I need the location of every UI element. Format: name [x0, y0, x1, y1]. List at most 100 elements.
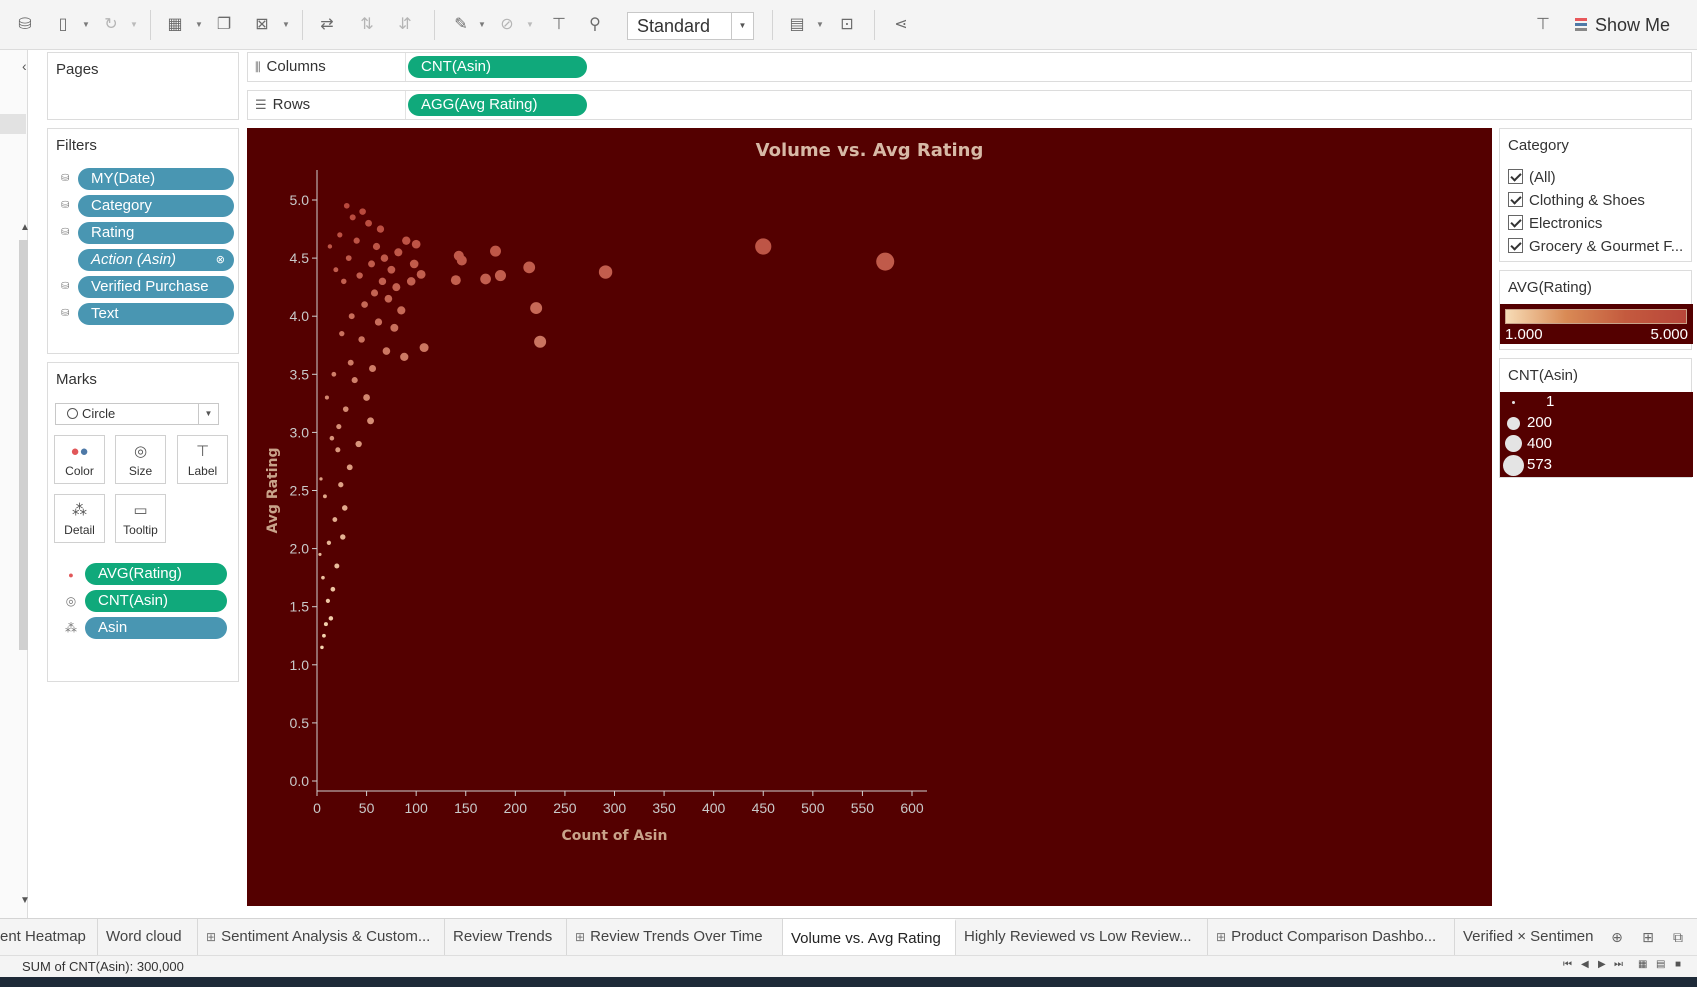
filter-pill-rating[interactable]: Rating	[78, 222, 234, 244]
category-option-electronics[interactable]: Electronics	[1508, 215, 1602, 235]
x-tick-label: 550	[851, 800, 875, 816]
pages-card[interactable]: Pages	[47, 52, 239, 120]
rows-pill-agg-avg-rating[interactable]: AGG(Avg Rating)	[408, 94, 587, 116]
highlight-caret-icon[interactable]: ▼	[478, 20, 486, 29]
tab-product-comparison-label: Product Comparison Dashbo...	[1231, 928, 1437, 945]
scatter-plot[interactable]: 0.0 0.5 1.0 1.5 2.0 2.5 3.0 3.5 4.0 4.5 5.0 0 50 100 1…	[247, 128, 1492, 906]
sort-descending-icon[interactable]: ⇵	[398, 16, 412, 33]
tab-sentiment-analysis[interactable]: ⊞ Sentiment Analysis & Custom...	[198, 919, 445, 955]
filter-pill-verified-purchase[interactable]: Verified Purchase	[78, 276, 234, 298]
show-cards-icon[interactable]: ▤	[789, 16, 805, 33]
first-sheet-icon[interactable]: ⏮	[1563, 959, 1572, 970]
mark-type-select[interactable]: Circle ▼	[55, 403, 219, 425]
viz-canvas[interactable]: Volume vs. Avg Rating 0.0 0.5 1.0 1.5 2.0 2.5…	[247, 128, 1492, 906]
swap-icon[interactable]: ⇄	[320, 16, 334, 33]
size-legend-item: 400	[1527, 435, 1553, 452]
collapse-icon[interactable]: ‹	[22, 58, 27, 74]
grid-view-icon[interactable]: ▦	[1638, 959, 1648, 970]
scatter-point	[369, 364, 377, 372]
marks-label-button[interactable]: ⊤ Label	[177, 435, 228, 484]
filter-pill-mydate[interactable]: MY(Date)	[78, 168, 234, 190]
color-legend-title: AVG(Rating)	[1508, 279, 1592, 296]
os-taskbar	[0, 977, 1697, 987]
toolbar-separator	[874, 10, 875, 40]
label-icon[interactable]: ⊤	[552, 16, 566, 33]
tab-view-icon[interactable]: ■	[1675, 959, 1682, 970]
data-pane-scrollbar[interactable]	[19, 240, 28, 650]
tab-highly-reviewed[interactable]: Highly Reviewed vs Low Review...	[956, 919, 1208, 955]
y-tick-label: 0.5	[290, 715, 310, 731]
marks-field-asin[interactable]: Asin	[85, 617, 227, 639]
duplicate-icon[interactable]: ❐	[216, 16, 232, 33]
last-sheet-icon[interactable]: ⏭	[1614, 959, 1623, 970]
tab-volume-vs-avg-rating[interactable]: Volume vs. Avg Rating	[783, 919, 956, 955]
show-cards-caret-icon[interactable]: ▼	[816, 20, 824, 29]
new-data-source-icon[interactable]: ⛁	[18, 16, 32, 33]
filter-pill-text[interactable]: Text	[78, 303, 234, 325]
scatter-point	[347, 359, 354, 366]
new-worksheet-icon[interactable]: ⊕	[1611, 929, 1623, 945]
marks-color-button[interactable]: ●● Color	[54, 435, 105, 484]
marks-field-cnt-asin[interactable]: CNT(Asin)	[85, 590, 227, 612]
filter-pill-category[interactable]: Category	[78, 195, 234, 217]
tab-review-trends-over-time[interactable]: ⊞ Review Trends Over Time	[567, 919, 783, 955]
category-option-grocery[interactable]: Grocery & Gourmet F...	[1508, 238, 1683, 258]
size-legend-card: CNT(Asin) 1 200 400 573	[1499, 358, 1693, 478]
pointer-icon[interactable]: ⊤	[1536, 16, 1550, 33]
group-caret-icon[interactable]: ▼	[526, 20, 534, 29]
toolbar-separator	[434, 10, 435, 40]
columns-shelf[interactable]: ⫼ Columns CNT(Asin)	[247, 52, 1692, 82]
scatter-point	[382, 347, 391, 355]
new-worksheet-caret-icon[interactable]: ▼	[195, 20, 203, 29]
fit-select[interactable]: Standard ▼	[627, 12, 754, 40]
size-legend-item: 200	[1527, 414, 1553, 431]
marks-field-avg-rating[interactable]: AVG(Rating)	[85, 563, 227, 585]
show-me-button[interactable]: Show Me	[1575, 12, 1670, 38]
marks-tooltip-button[interactable]: ▭ Tooltip	[115, 494, 166, 543]
tab-word-cloud[interactable]: Word cloud	[98, 919, 198, 955]
new-story-icon[interactable]: ⧉	[1673, 929, 1683, 945]
filter-pill-action-asin[interactable]: Action (Asin) ⊗	[78, 249, 234, 271]
tab-review-trends[interactable]: Review Trends	[445, 919, 567, 955]
new-worksheet-icon[interactable]: ▦	[167, 16, 183, 33]
share-icon[interactable]: ⋖	[894, 16, 908, 33]
tab-heatmap[interactable]: ent Heatmap	[0, 919, 98, 955]
sort-ascending-icon[interactable]: ⇅	[360, 16, 374, 33]
next-sheet-icon[interactable]: ▶	[1598, 959, 1606, 970]
scatter-point	[351, 377, 358, 384]
scatter-point	[755, 238, 772, 255]
pause-updates-icon[interactable]: ▯	[58, 16, 68, 33]
presentation-icon[interactable]: ⊡	[840, 16, 854, 33]
scroll-up-icon[interactable]: ▲	[20, 222, 30, 233]
tab-verified-sentiment[interactable]: Verified × Sentimen	[1455, 919, 1603, 955]
highlight-icon[interactable]: ✎	[454, 16, 468, 33]
marks-size-button[interactable]: ◎ Size	[115, 435, 166, 484]
marks-color-label: Color	[65, 464, 94, 478]
filmstrip-view-icon[interactable]: ▤	[1656, 959, 1666, 970]
category-option-all[interactable]: (All)	[1508, 169, 1556, 189]
clear-caret-icon[interactable]: ▼	[282, 20, 290, 29]
tab-heatmap-label: ent Heatmap	[0, 928, 86, 945]
refresh-icon[interactable]: ↻	[104, 16, 118, 33]
columns-pill-cnt-asin[interactable]: CNT(Asin)	[408, 56, 587, 78]
new-dashboard-icon[interactable]: ⊞	[1642, 929, 1654, 945]
scatter-point	[329, 435, 335, 441]
group-icon[interactable]: ⊘	[500, 16, 514, 33]
scatter-point	[530, 302, 543, 315]
pin-icon[interactable]: ⚲	[589, 16, 601, 33]
refresh-caret-icon[interactable]: ▼	[130, 20, 138, 29]
clear-icon[interactable]: ⊠	[255, 16, 269, 33]
tab-product-comparison[interactable]: ⊞ Product Comparison Dashbo...	[1208, 919, 1455, 955]
filters-card: Filters ⛁ MY(Date) ⛁ Category ⛁ Rating A…	[47, 128, 239, 354]
database-icon: ⛁	[61, 227, 70, 238]
scatter-point	[534, 335, 547, 348]
scatter-point	[392, 283, 401, 292]
prev-sheet-icon[interactable]: ◀	[1581, 959, 1589, 970]
category-option-clothing[interactable]: Clothing & Shoes	[1508, 192, 1645, 212]
rows-shelf[interactable]: ☰ Rows AGG(Avg Rating)	[247, 90, 1692, 120]
marks-detail-button[interactable]: ⁂ Detail	[54, 494, 105, 543]
pause-updates-caret-icon[interactable]: ▼	[82, 20, 90, 29]
scroll-down-icon[interactable]: ▼	[20, 895, 30, 906]
data-pane-selection[interactable]	[0, 114, 26, 134]
x-tick-label: 400	[702, 800, 726, 816]
